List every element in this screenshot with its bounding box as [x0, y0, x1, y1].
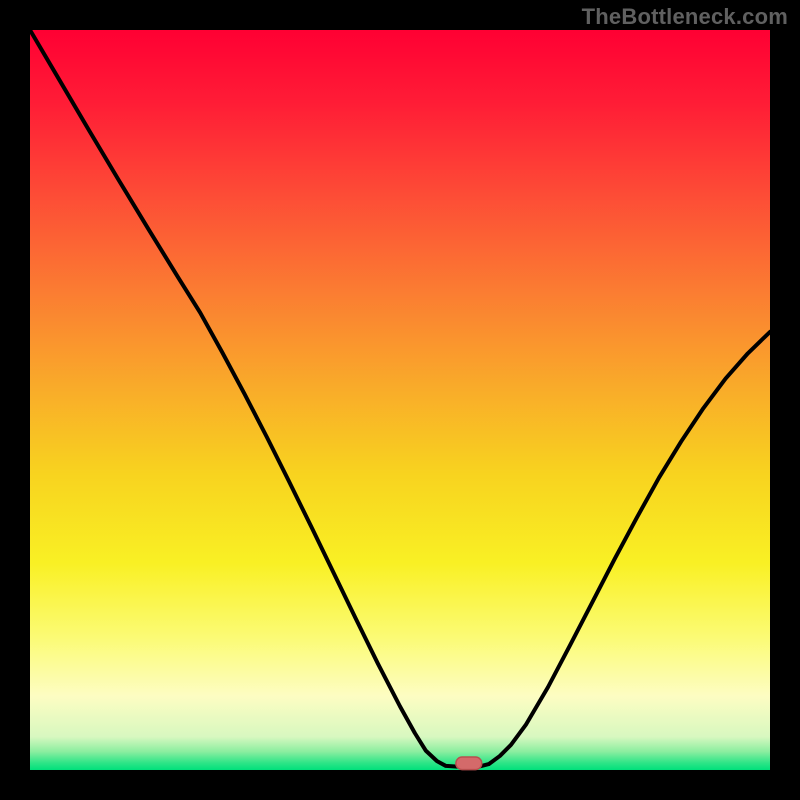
chart-plot-area: [30, 30, 770, 770]
optimum-marker: [456, 757, 482, 770]
chart-stage: TheBottleneck.com: [0, 0, 800, 800]
bottleneck-chart: [0, 0, 800, 800]
attribution-label: TheBottleneck.com: [582, 4, 788, 30]
